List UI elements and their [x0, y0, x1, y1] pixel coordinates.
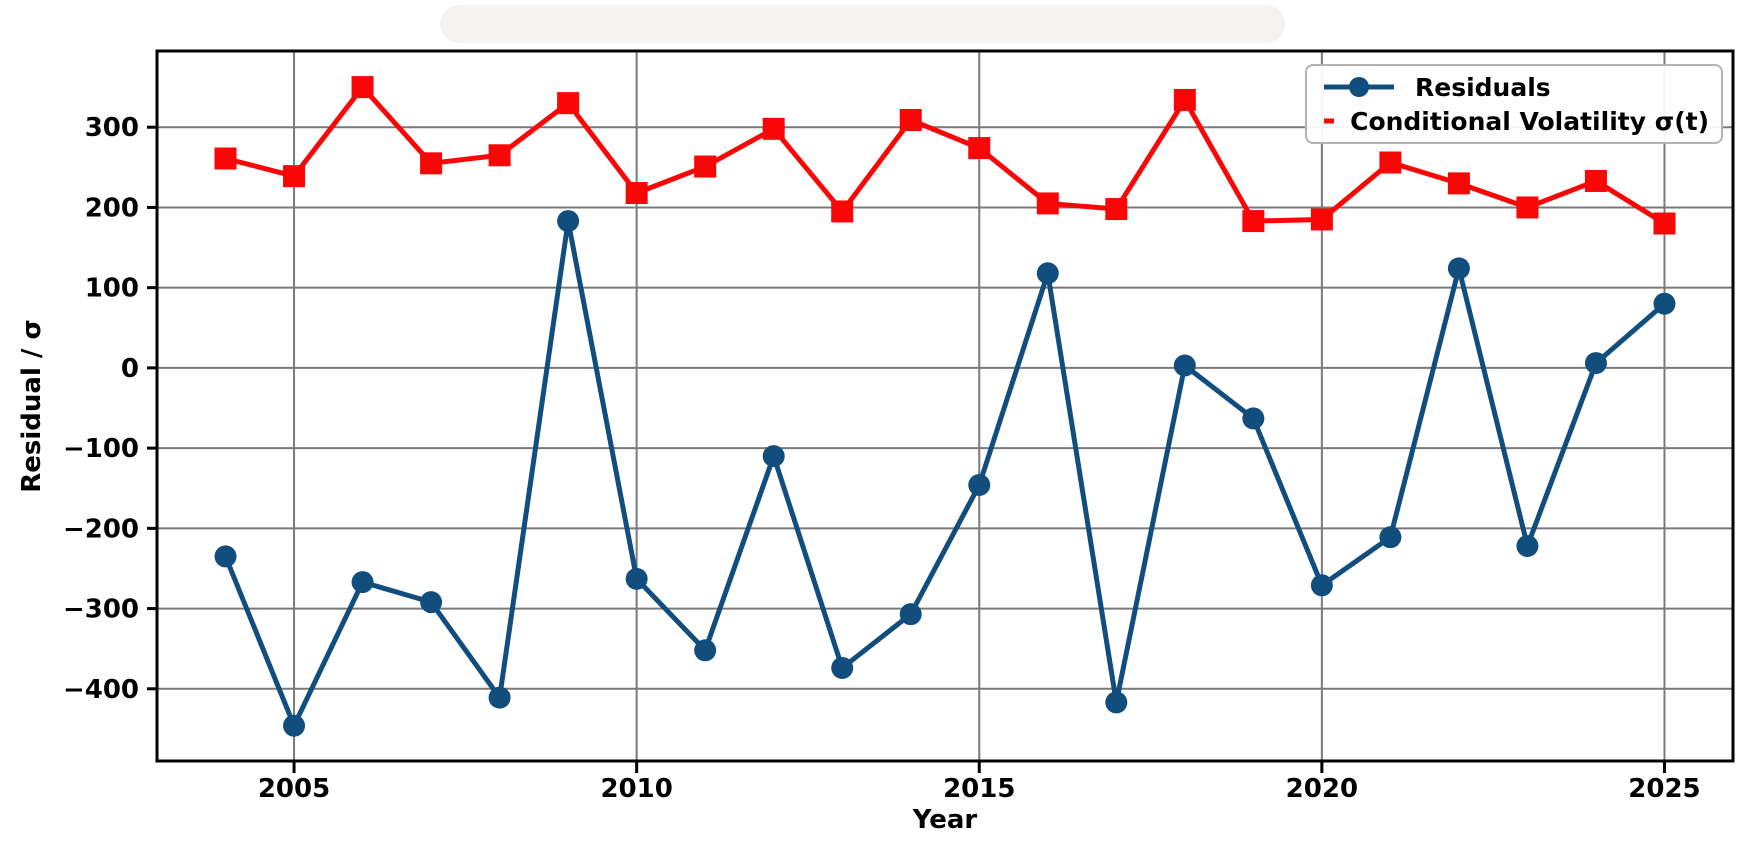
- y-tick-label: 300: [85, 113, 139, 143]
- data-point-residuals: [420, 591, 443, 614]
- data-point-volatility: [762, 117, 785, 140]
- data-point-volatility: [557, 92, 580, 115]
- data-point-volatility: [1173, 88, 1196, 111]
- x-tick-label: 2025: [1628, 774, 1700, 804]
- x-axis-label: Year: [912, 805, 978, 835]
- data-point-residuals: [283, 714, 306, 737]
- data-point-residuals: [968, 474, 991, 497]
- x-tick-label: 2005: [258, 774, 330, 804]
- data-point-residuals: [1036, 262, 1059, 285]
- axis-spines: [155, 49, 1735, 763]
- data-point-volatility: [899, 108, 922, 131]
- series-line-residuals: [223, 218, 1667, 729]
- data-point-residuals: [1584, 352, 1607, 375]
- y-tick-label: −200: [63, 514, 139, 544]
- data-point-residuals: [1516, 534, 1539, 557]
- y-tick-label: 0: [121, 354, 139, 384]
- series-line-volatility: [223, 84, 1667, 226]
- data-point-volatility: [831, 200, 854, 223]
- data-point-residuals: [1447, 257, 1470, 280]
- y-tick-label: −400: [63, 675, 139, 705]
- data-point-volatility: [1242, 210, 1265, 233]
- data-point-residuals: [557, 210, 580, 233]
- data-point-volatility: [1379, 151, 1402, 174]
- legend-label-volatility: Conditional Volatility σ(t): [1350, 106, 1709, 136]
- data-point-residuals: [762, 445, 785, 468]
- x-tick-label: 2020: [1286, 774, 1358, 804]
- data-point-residuals: [1653, 292, 1676, 315]
- data-point-volatility: [283, 165, 306, 188]
- legend-label-residuals: Residuals: [1415, 72, 1551, 102]
- data-point-volatility: [968, 137, 991, 160]
- data-point-volatility: [420, 152, 443, 175]
- data-point-volatility: [1105, 198, 1128, 221]
- data-point-residuals: [351, 571, 374, 594]
- y-tick-label: 200: [85, 193, 139, 223]
- data-point-volatility: [1310, 208, 1333, 231]
- data-point-residuals: [1242, 407, 1265, 430]
- x-tick-label: 2010: [600, 774, 672, 804]
- data-point-residuals: [1173, 354, 1196, 377]
- y-tick-label: 100: [85, 274, 139, 304]
- data-point-volatility: [1653, 212, 1676, 235]
- data-point-residuals: [488, 686, 511, 709]
- data-point-residuals: [831, 656, 854, 679]
- legend-item-volatility: Conditional Volatility σ(t): [1319, 107, 1709, 136]
- data-point-residuals: [899, 603, 922, 626]
- legend-sample-volatility-line-square-icon: [1324, 118, 1335, 124]
- data-point-volatility: [351, 76, 374, 99]
- data-point-volatility: [214, 147, 237, 170]
- data-point-residuals: [1310, 574, 1333, 597]
- legend-box: Residuals Conditional Volatility σ(t): [1305, 64, 1723, 144]
- data-point-volatility: [1036, 192, 1059, 215]
- legend-sample-residuals-line-circle-icon: [1324, 77, 1394, 97]
- data-point-residuals: [694, 639, 717, 662]
- data-point-residuals: [625, 567, 648, 590]
- x-tick-label: 2015: [943, 774, 1015, 804]
- data-point-volatility: [1447, 172, 1470, 195]
- data-point-volatility: [625, 182, 648, 204]
- data-point-residuals: [1105, 691, 1128, 714]
- data-point-volatility: [1584, 169, 1607, 192]
- legend-item-residuals: Residuals: [1319, 73, 1709, 102]
- y-tick-label: −300: [63, 595, 139, 625]
- y-tick-label: −100: [63, 434, 139, 464]
- data-point-volatility: [488, 144, 511, 167]
- redacted-title-strip: [440, 5, 1285, 43]
- data-point-residuals: [214, 545, 237, 568]
- data-point-residuals: [1379, 526, 1402, 549]
- y-axis-label: Residual / σ: [17, 319, 47, 493]
- data-point-volatility: [694, 155, 717, 178]
- data-point-volatility: [1516, 196, 1539, 219]
